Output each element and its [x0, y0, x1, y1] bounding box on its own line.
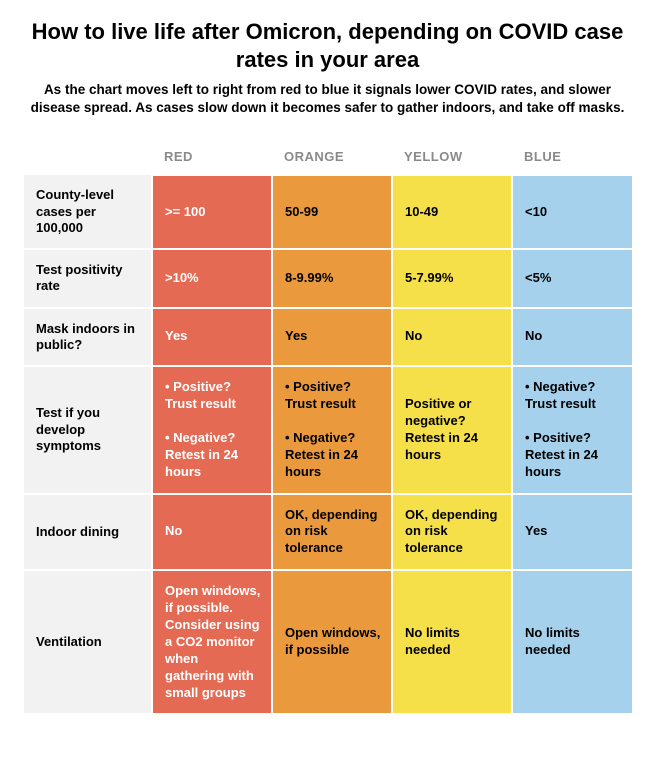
cell-red: No [152, 494, 272, 571]
table-body: County-level cases per 100,000 >= 100 50… [24, 175, 632, 714]
header-blank [24, 139, 152, 175]
table-row: County-level cases per 100,000 >= 100 50… [24, 175, 632, 249]
cell-red: >= 100 [152, 175, 272, 249]
covid-guidance-table: RED ORANGE YELLOW BLUE County-level case… [24, 139, 632, 715]
cell-orange: OK, depending on risk tolerance [272, 494, 392, 571]
cell-blue: <10 [512, 175, 632, 249]
page-subtitle: As the chart moves left to right from re… [24, 81, 631, 117]
cell-blue: • Negative? Trust result • Positive? Ret… [512, 366, 632, 493]
cell-blue: Yes [512, 494, 632, 571]
cell-yellow: 10-49 [392, 175, 512, 249]
table-row: Mask indoors in public? Yes Yes No No [24, 308, 632, 367]
cell-orange: 50-99 [272, 175, 392, 249]
cell-red: >10% [152, 249, 272, 308]
header-red: RED [152, 139, 272, 175]
cell-orange: 8-9.99% [272, 249, 392, 308]
cell-red: • Positive? Trust result • Negative? Ret… [152, 366, 272, 493]
cell-blue: No limits needed [512, 570, 632, 714]
table-row: Indoor dining No OK, depending on risk t… [24, 494, 632, 571]
cell-yellow: 5-7.99% [392, 249, 512, 308]
cell-red: Yes [152, 308, 272, 367]
page-title: How to live life after Omicron, dependin… [24, 18, 631, 73]
cell-yellow: No limits needed [392, 570, 512, 714]
header-blue: BLUE [512, 139, 632, 175]
row-label: Test positivity rate [24, 249, 152, 308]
table-row: Test positivity rate >10% 8-9.99% 5-7.99… [24, 249, 632, 308]
cell-orange: Open windows, if possible [272, 570, 392, 714]
cell-yellow: OK, depending on risk tolerance [392, 494, 512, 571]
cell-blue: No [512, 308, 632, 367]
row-label: County-level cases per 100,000 [24, 175, 152, 249]
row-label: Mask indoors in public? [24, 308, 152, 367]
cell-orange: • Positive? Trust result • Negative? Ret… [272, 366, 392, 493]
table-header-row: RED ORANGE YELLOW BLUE [24, 139, 632, 175]
table-row: Test if you develop symptoms • Positive?… [24, 366, 632, 493]
header-yellow: YELLOW [392, 139, 512, 175]
row-label: Indoor dining [24, 494, 152, 571]
cell-red: Open windows, if possible. Consider usin… [152, 570, 272, 714]
header-orange: ORANGE [272, 139, 392, 175]
row-label: Ventilation [24, 570, 152, 714]
cell-yellow: Positive or negative? Retest in 24 hours [392, 366, 512, 493]
row-label: Test if you develop symptoms [24, 366, 152, 493]
cell-yellow: No [392, 308, 512, 367]
cell-orange: Yes [272, 308, 392, 367]
cell-blue: <5% [512, 249, 632, 308]
table-row: Ventilation Open windows, if possible. C… [24, 570, 632, 714]
